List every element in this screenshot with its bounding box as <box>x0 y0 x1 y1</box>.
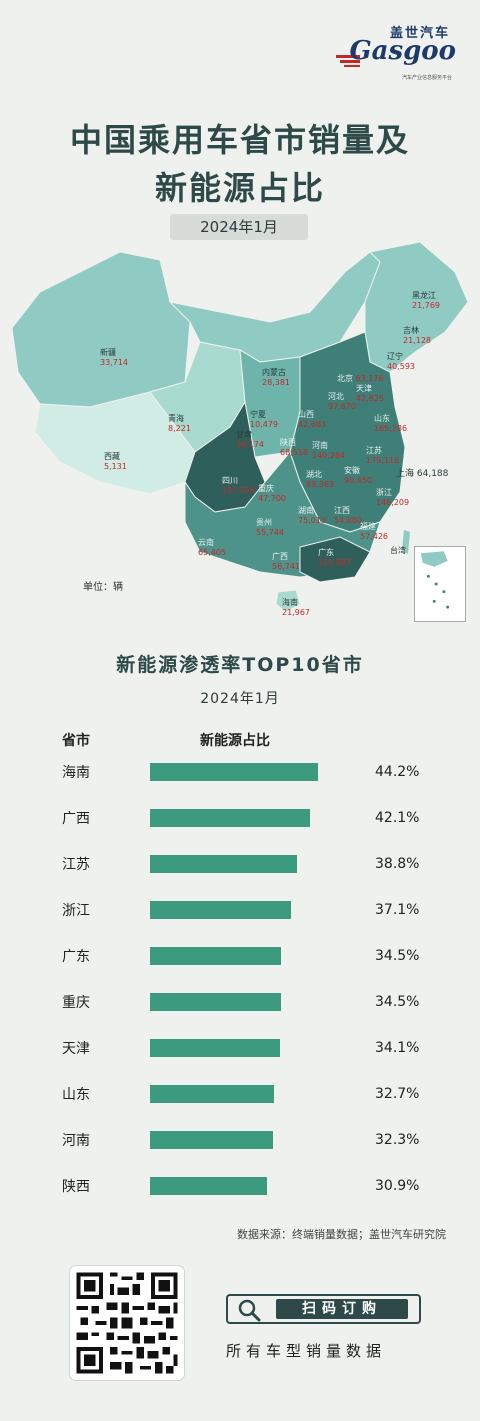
date-pill: 2024年1月 <box>170 214 308 240</box>
bar-row: 山东 32.7% <box>0 1080 480 1106</box>
bar-mark <box>150 1131 273 1149</box>
bar-mark <box>150 855 297 873</box>
map-label-heilongjiang: 黑龙江 21,769 <box>412 291 440 310</box>
qr-code[interactable] <box>70 1266 184 1380</box>
bar-mark <box>150 993 281 1011</box>
map-label-hebei: 河北 97,670 <box>328 392 356 411</box>
bar-value-label: 34.1% <box>375 1040 420 1056</box>
map-label-tianjin: 天津 42,625 <box>356 384 384 403</box>
bar-row: 浙江 37.1% <box>0 896 480 922</box>
region-northeast <box>364 241 469 373</box>
map-label-qinghai: 青海 8,221 <box>168 414 191 433</box>
bar-category-label: 广东 <box>62 949 90 965</box>
map-label-hainan: 海南 21,967 <box>282 598 310 617</box>
bar-row: 江苏 38.8% <box>0 850 480 876</box>
bar-value-label: 32.7% <box>375 1086 420 1102</box>
region-guangdong <box>299 536 371 583</box>
map-label-guizhou: 贵州 55,744 <box>256 518 284 537</box>
bar-value-label: 42.1% <box>375 810 420 826</box>
bar-row: 广西 42.1% <box>0 804 480 830</box>
map-label-guangdong: 广东 219,887 <box>318 548 352 567</box>
region-taiwan <box>402 530 410 554</box>
bar-value-label: 32.3% <box>375 1132 420 1148</box>
bar-mark <box>150 901 291 919</box>
map-label-shanxi: 山西 42,683 <box>298 410 326 429</box>
chart-subtitle: 2024年1月 <box>200 691 280 707</box>
title-line-1: 中国乘用车省市销量及 <box>69 121 410 159</box>
logo-en: Gasgoo <box>349 36 456 66</box>
column-header-province: 省市 <box>62 733 90 749</box>
map-label-shaanxi: 陕西 68,518 <box>280 438 308 457</box>
order-subtitle: 所有车型销量数据 <box>226 1342 387 1360</box>
column-header-ratio: 新能源占比 <box>200 733 270 749</box>
bar-value-label: 38.8% <box>375 856 420 872</box>
bar-mark <box>150 763 318 781</box>
bar-value-label: 34.5% <box>375 994 420 1010</box>
map-label-anhui: 安徽 90,450 <box>344 466 372 485</box>
map-label-fujian: 福建 57,426 <box>360 522 388 541</box>
map-unit: 单位：辆 <box>83 582 123 593</box>
bar-mark <box>150 1085 274 1103</box>
map-label-guangxi: 广西 56,741 <box>272 552 300 571</box>
bar-row: 海南 44.2% <box>0 758 480 784</box>
map-label-xinjiang: 新疆 33,714 <box>100 348 128 367</box>
bar-mark <box>150 809 310 827</box>
map-label-hubei: 湖北 89,363 <box>306 470 334 489</box>
bar-row: 重庆 34.5% <box>0 988 480 1014</box>
page-title: 中国乘用车省市销量及 新能源占比 <box>0 116 480 212</box>
map-label-zhejiang: 浙江 146,209 <box>376 488 410 507</box>
order-button-label: 扫码订购 <box>276 1299 408 1319</box>
region-xinjiang <box>11 251 191 408</box>
bar-mark <box>150 1177 267 1195</box>
map-label-sichuan: 四川 157,209 <box>222 476 256 495</box>
bar-category-label: 江苏 <box>62 857 90 873</box>
bar-row: 陕西 30.9% <box>0 1172 480 1198</box>
map-label-neimenggu: 内蒙古 28,381 <box>262 368 290 387</box>
map-label-taiwan: 台湾 <box>390 546 406 555</box>
map-label-hunan: 湖南 75,013 <box>298 506 326 525</box>
gasgoo-logo: 盖世汽车 Gasgoo 汽车产业信息服务平台 <box>336 22 456 81</box>
bar-category-label: 天津 <box>62 1041 90 1057</box>
region-hainan <box>275 589 301 613</box>
bar-value-label: 44.2% <box>375 764 420 780</box>
map-label-yunnan: 云南 65,405 <box>198 538 226 557</box>
magnifier-icon <box>238 1299 261 1322</box>
south-china-sea-inset <box>414 546 466 622</box>
map-label-henan: 河南 140,264 <box>312 441 346 460</box>
chart-title: 新能源渗透率TOP10省市 <box>116 654 364 676</box>
bar-mark <box>150 947 281 965</box>
bar-value-label: 37.1% <box>375 902 420 918</box>
bar-category-label: 山东 <box>62 1087 90 1103</box>
bar-row: 广东 34.5% <box>0 942 480 968</box>
bar-category-label: 海南 <box>62 765 90 781</box>
map-label-jilin: 吉林 21,128 <box>403 326 431 345</box>
bar-mark <box>150 1039 280 1057</box>
bar-value-label: 34.5% <box>375 948 420 964</box>
map-label-liaoning: 辽宁 40,593 <box>387 352 415 371</box>
map-label-beijing: 北京 63,176 <box>337 374 384 383</box>
map-label-jiangsu: 江苏 179,116 <box>366 446 400 465</box>
china-map <box>11 241 469 613</box>
map-label-chongqing: 重庆 47,700 <box>258 484 286 503</box>
logo-tagline: 汽车产业信息服务平台 <box>401 75 452 81</box>
data-source: 数据来源：终端销量数据；盖世汽车研究院 <box>237 1228 446 1241</box>
bar-category-label: 浙江 <box>62 903 90 919</box>
map-label-xizang: 西藏 5,131 <box>104 452 127 471</box>
bar-row: 天津 34.1% <box>0 1034 480 1060</box>
bar-row: 河南 32.3% <box>0 1126 480 1152</box>
title-line-2: 新能源占比 <box>154 169 325 207</box>
map-label-shanghai: 上海 64,188 <box>396 469 449 479</box>
bar-category-label: 重庆 <box>62 995 90 1011</box>
bar-category-label: 广西 <box>62 811 90 827</box>
map-label-ningxia: 宁夏 10,479 <box>250 410 278 429</box>
bar-value-label: 30.9% <box>375 1178 420 1194</box>
logo-speed-lines-icon <box>336 55 360 67</box>
logo-cn: 盖世汽车 <box>389 26 450 41</box>
bar-category-label: 陕西 <box>62 1179 90 1195</box>
map-label-shandong: 山东 165,286 <box>374 414 408 433</box>
scan-to-order-button[interactable]: 扫码订购 <box>226 1294 421 1324</box>
bar-category-label: 河南 <box>62 1133 90 1149</box>
map-label-jiangxi: 江西 54,880 <box>334 506 362 525</box>
map-label-gansu: 甘肃 36,174 <box>236 430 264 449</box>
